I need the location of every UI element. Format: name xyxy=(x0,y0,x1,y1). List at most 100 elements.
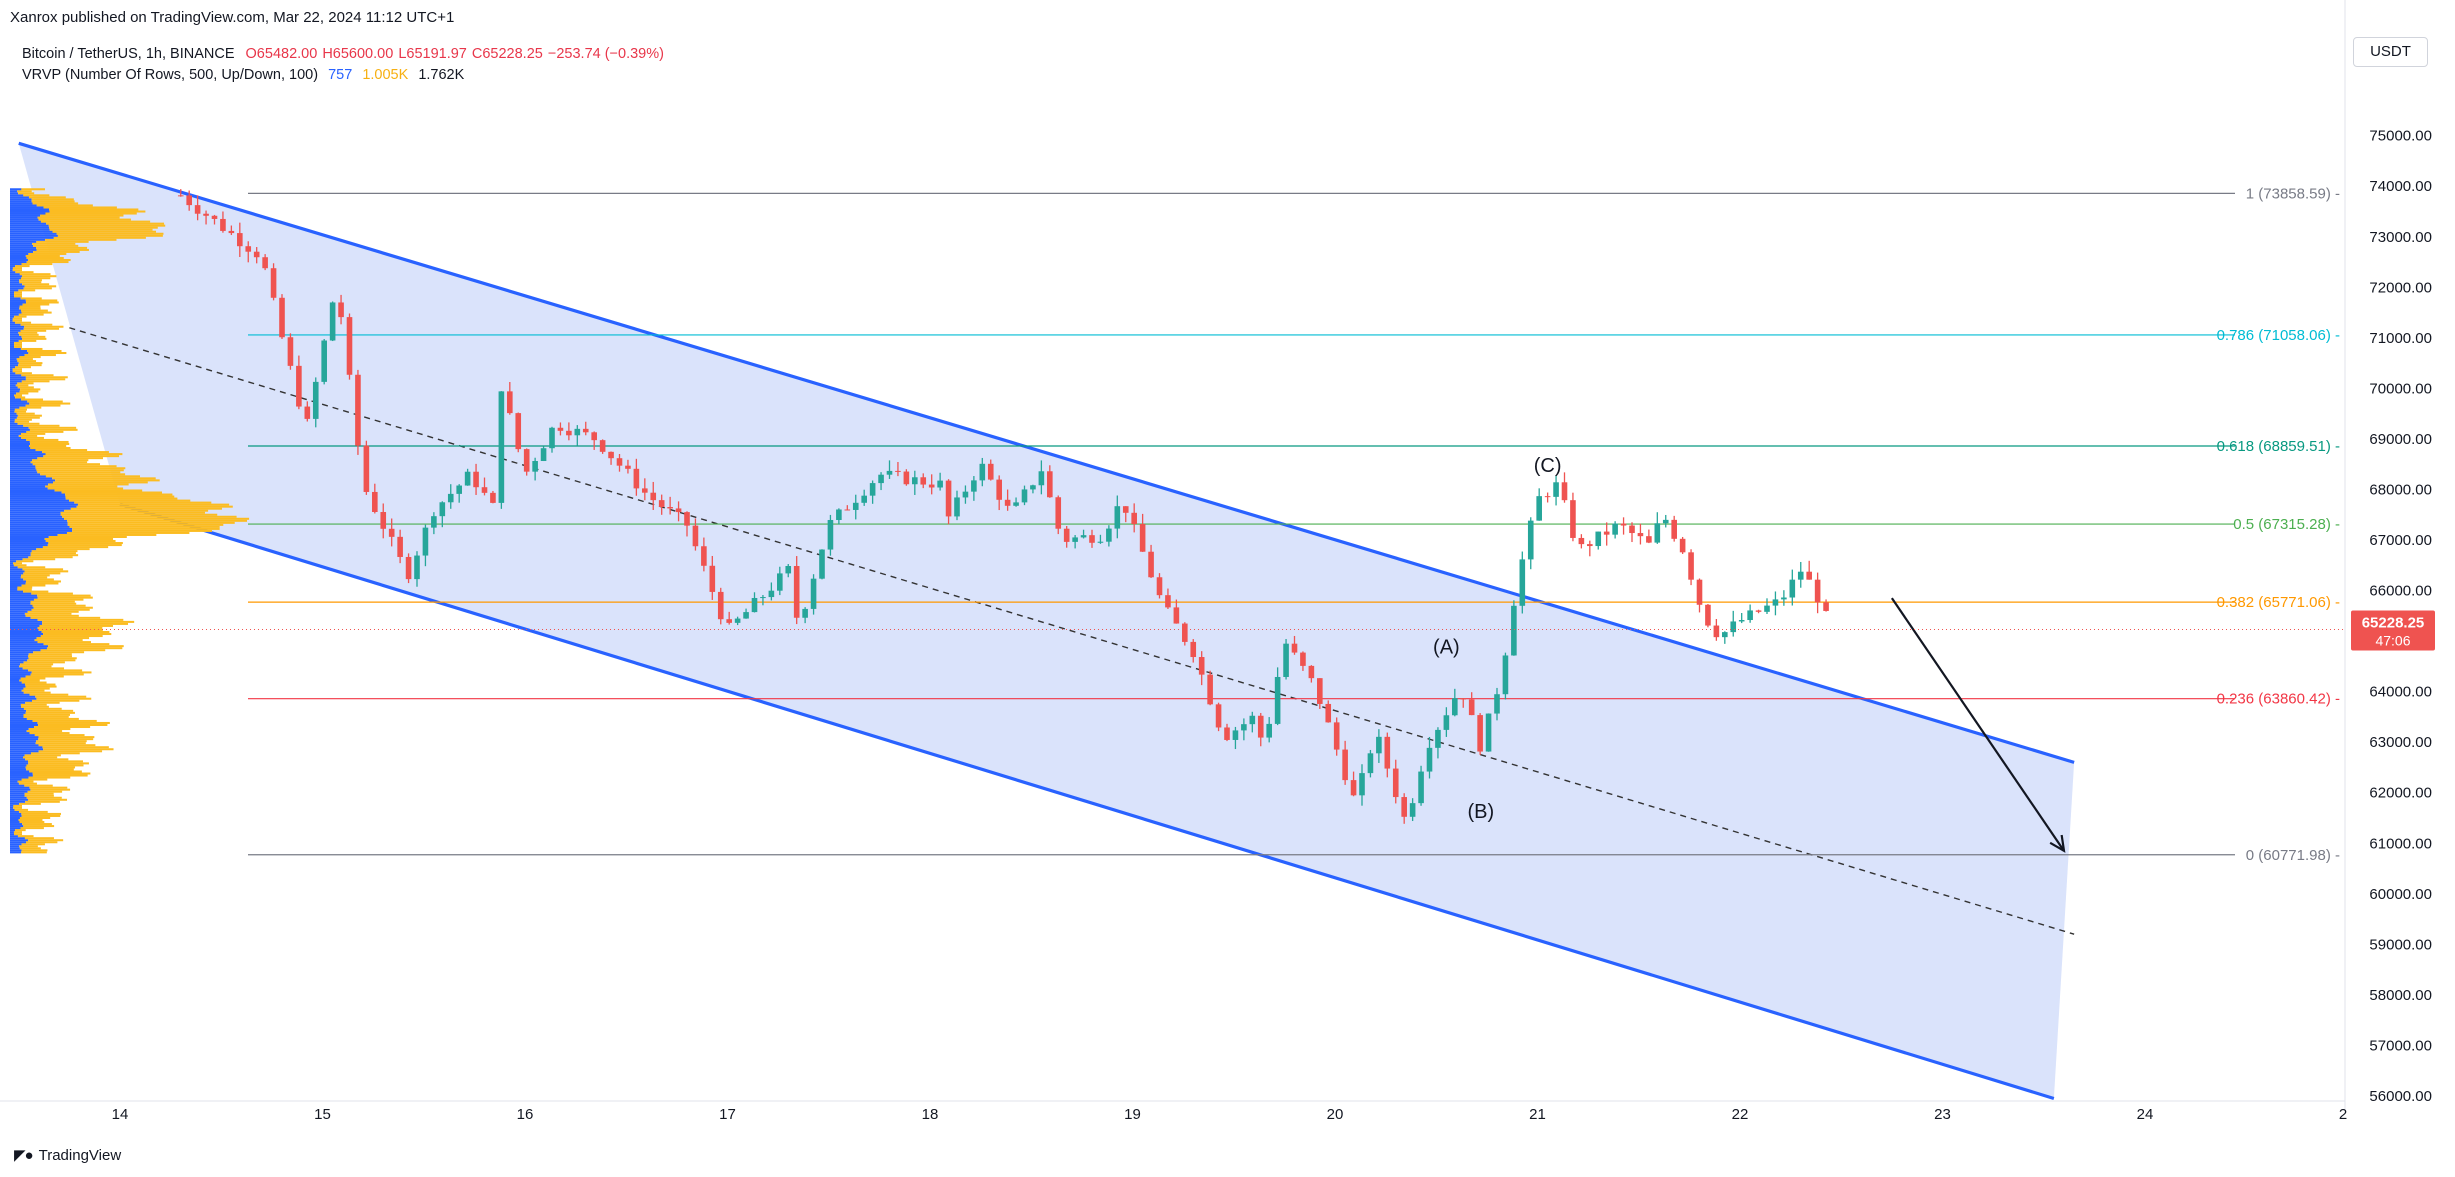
candle-body xyxy=(954,497,960,517)
volume-profile-row-up xyxy=(10,519,68,522)
volume-profile-row-down xyxy=(22,337,47,340)
volume-profile-row-down xyxy=(21,436,44,439)
volume-profile-row-up xyxy=(10,574,22,577)
volume-profile-row-up xyxy=(10,590,24,593)
volume-profile-row-up xyxy=(10,400,28,403)
volume-profile-row-down xyxy=(38,738,94,741)
volume-profile-row-up xyxy=(10,540,46,543)
channel-fill xyxy=(18,143,2075,1099)
volume-profile-row-up xyxy=(10,531,67,534)
currency-button[interactable]: USDT xyxy=(2353,37,2428,67)
volume-profile-row-up xyxy=(10,671,32,674)
volume-profile-row-down xyxy=(21,584,46,587)
volume-profile-row-down xyxy=(14,321,32,324)
wave-label: (C) xyxy=(1534,455,1562,477)
time-tick-label: 16 xyxy=(517,1106,534,1123)
symbol-title[interactable]: Bitcoin / TetherUS, 1h, BINANCE xyxy=(22,46,235,62)
volume-profile-row-up xyxy=(10,366,16,369)
volume-profile-row-down xyxy=(45,485,118,488)
indicator-title[interactable]: VRVP (Number Of Rows, 500, Up/Down, 100) xyxy=(22,67,319,83)
volume-profile-row-up xyxy=(10,420,15,423)
candle-body xyxy=(928,484,935,488)
price-tick-label: 56000.00 xyxy=(2369,1088,2432,1105)
volume-profile-row-down xyxy=(35,449,88,452)
volume-profile-row-down xyxy=(28,655,72,658)
candle-body xyxy=(1148,551,1154,578)
volume-profile-row-down xyxy=(21,812,61,815)
volume-profile-row-down xyxy=(24,784,53,787)
volume-profile-row-up xyxy=(10,198,32,201)
volume-profile-row-down xyxy=(20,388,41,391)
candle-body xyxy=(1620,523,1627,526)
volume-profile-row-up xyxy=(10,596,38,599)
volume-profile-row-up xyxy=(10,723,39,726)
candle-body xyxy=(1038,471,1045,486)
volume-profile-row-up xyxy=(10,347,21,350)
candle-body xyxy=(878,474,884,484)
candle-body xyxy=(532,461,538,472)
volume-profile-row-up xyxy=(10,544,48,547)
volume-profile-row-down xyxy=(31,592,73,595)
volume-profile-row-up xyxy=(10,208,50,211)
volume-profile-row-up xyxy=(10,746,43,749)
volume-profile-row-up xyxy=(10,851,22,854)
candle-body xyxy=(1705,604,1711,626)
volume-profile-row-down xyxy=(28,196,66,199)
volume-profile-row-down xyxy=(72,527,220,530)
volume-profile-row-down xyxy=(65,497,178,500)
volume-profile-row-up xyxy=(10,305,20,308)
volume-profile-row-down xyxy=(23,578,54,581)
time-axis[interactable]: 14 15 16 17 18 19 20 21 22 23 24 2 xyxy=(0,1100,2347,1123)
fib-level-label: 0.382 (65771.06) - xyxy=(2217,594,2340,611)
volume-profile-row-up xyxy=(10,214,41,217)
volume-profile-row-up xyxy=(10,616,31,619)
volume-profile-row-up xyxy=(10,489,55,492)
volume-profile-row-up xyxy=(10,210,50,213)
price-tick-label: 66000.00 xyxy=(2369,583,2432,600)
candle-body xyxy=(566,430,572,436)
volume-profile-row-down xyxy=(34,639,83,642)
volume-profile-row-down xyxy=(18,289,36,292)
volume-profile-row-up xyxy=(10,341,15,344)
regression-channel xyxy=(18,141,2075,1101)
volume-profile-row-up xyxy=(10,327,24,330)
volume-profile-row-down xyxy=(28,669,83,672)
candle-body xyxy=(658,500,665,508)
volume-profile-row-down xyxy=(36,740,87,743)
volume-profile-row-down xyxy=(40,473,126,476)
time-tick-label: 21 xyxy=(1529,1106,1546,1123)
price-tick-label: 75000.00 xyxy=(2369,128,2432,145)
price-axis[interactable]: 56000.00 57000.00 58000.00 59000.00 60000.00… xyxy=(2344,0,2435,1110)
volume-profile-row-up xyxy=(10,554,31,557)
price-tick-label: 67000.00 xyxy=(2369,532,2432,549)
candle-body xyxy=(971,480,977,492)
volume-profile-row-up xyxy=(10,620,43,623)
volume-profile-row-up xyxy=(10,220,41,223)
volume-profile-row-up xyxy=(10,847,20,850)
volume-profile-row-up xyxy=(10,390,20,393)
volume-profile-row-up xyxy=(10,293,15,296)
volume-profile-row-up xyxy=(10,244,34,247)
volume-profile-row-up xyxy=(10,651,34,654)
volume-profile-row-down xyxy=(25,800,60,803)
candle-body xyxy=(1789,579,1796,598)
volume-profile-row-down xyxy=(22,303,50,306)
candle-body xyxy=(1561,482,1568,501)
volume-profile-row-down xyxy=(26,717,79,720)
volume-profile-row-down xyxy=(20,277,51,280)
volume-profile-row-up xyxy=(10,398,22,401)
volume-profile-row-up xyxy=(10,558,23,561)
candle-body xyxy=(642,488,648,493)
volume-profile-row-up xyxy=(10,279,20,282)
volume-profile-row-up xyxy=(10,505,77,508)
volume-profile-row-up xyxy=(10,719,33,722)
volume-profile-row-up xyxy=(10,329,21,332)
volume-profile-row-up xyxy=(10,356,20,359)
volume-profile-row-down xyxy=(20,827,44,830)
volume-profile-row-up xyxy=(10,335,22,338)
volume-profile-row-up xyxy=(10,465,36,468)
volume-profile-row-up xyxy=(10,194,24,197)
price-tick-label: 64000.00 xyxy=(2369,684,2432,701)
candle-body xyxy=(279,297,285,338)
